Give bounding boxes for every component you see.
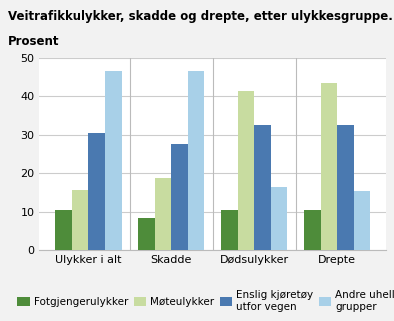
Bar <box>171 144 188 250</box>
Bar <box>354 191 370 250</box>
Bar <box>188 71 204 250</box>
Bar <box>72 190 88 250</box>
Bar <box>88 133 105 250</box>
Legend: Fotgjengerulykker, Møteulykker, Enslig kjøretøy
utfor vegen, Andre uhells-
grupp: Fotgjengerulykker, Møteulykker, Enslig k… <box>13 286 394 316</box>
Bar <box>105 71 121 250</box>
Bar <box>271 187 287 250</box>
Bar <box>254 125 271 250</box>
Bar <box>138 218 155 250</box>
Bar <box>155 178 171 250</box>
Text: Veitrafikkulykker, skadde og drepte, etter ulykkesgruppe. 2011.: Veitrafikkulykker, skadde og drepte, ett… <box>8 10 394 22</box>
Bar <box>55 210 72 250</box>
Bar <box>238 91 254 250</box>
Bar <box>337 125 354 250</box>
Bar <box>221 210 238 250</box>
Bar <box>304 210 321 250</box>
Text: Prosent: Prosent <box>8 35 59 48</box>
Bar <box>321 83 337 250</box>
